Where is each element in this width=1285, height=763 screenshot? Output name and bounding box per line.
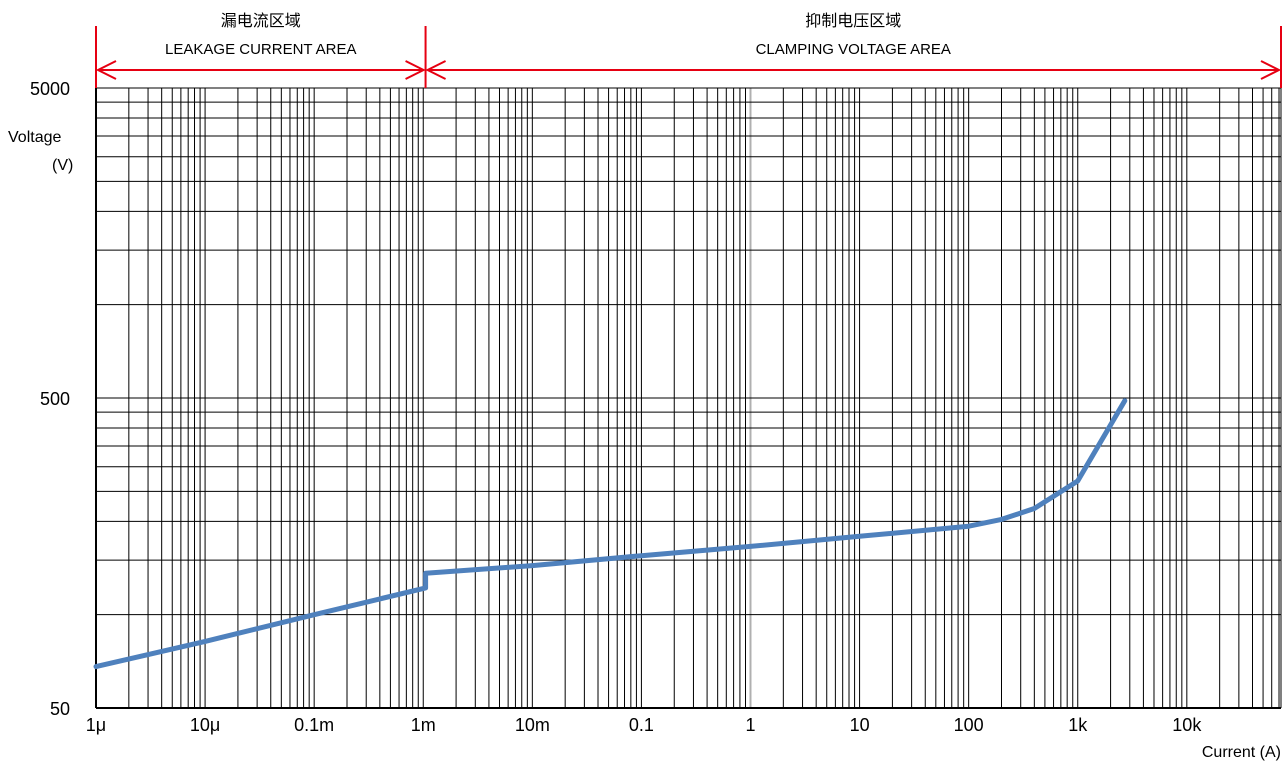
region-label-en: CLAMPING VOLTAGE AREA (756, 41, 951, 58)
x-tick-label: 10 (850, 715, 870, 735)
region-label-en: LEAKAGE CURRENT AREA (165, 41, 356, 58)
region-arrow-head-left (95, 60, 117, 80)
x-tick-label: 1μ (86, 715, 106, 735)
x-tick-label: 1k (1068, 715, 1088, 735)
region-arrow-head-right (1260, 60, 1282, 80)
x-tick-label: 0.1m (294, 715, 334, 735)
x-tick-label: 10μ (190, 715, 220, 735)
x-tick-label: 1 (745, 715, 755, 735)
x-tick-label: 100 (954, 715, 984, 735)
y-tick-label: 5000 (30, 79, 70, 99)
y-tick-label: 500 (40, 389, 70, 409)
y-axis-label-line1: Voltage (8, 129, 61, 146)
x-tick-label: 1m (411, 715, 436, 735)
series-group (93, 398, 1128, 670)
tick-labels: 1μ 10μ 0.1m 1m 10m 0.1 1 10 100 1k 10k 50 500 5000 (30, 79, 1202, 735)
region-label-cn: 抑制电压区域 (805, 12, 901, 30)
region-annotations: 漏电流区域 LEAKAGE CURRENT AREA 抑制电压区域 CLAMPING … (95, 12, 1282, 88)
x-tick-label: 10m (515, 715, 550, 735)
x-tick-label: 10k (1172, 715, 1202, 735)
region-arrow-head-left (425, 60, 447, 80)
y-tick-label: 50 (50, 699, 70, 719)
x-axis-label: Current (A) (1202, 744, 1281, 761)
region-arrow-head-right (405, 60, 426, 80)
plot-grid (95, 87, 1282, 709)
x-tick-label: 0.1 (629, 715, 654, 735)
series-line-0 (93, 398, 1128, 670)
region-label-cn: 漏电流区域 (221, 12, 301, 30)
y-axis-label-line2: (V) (52, 157, 73, 174)
